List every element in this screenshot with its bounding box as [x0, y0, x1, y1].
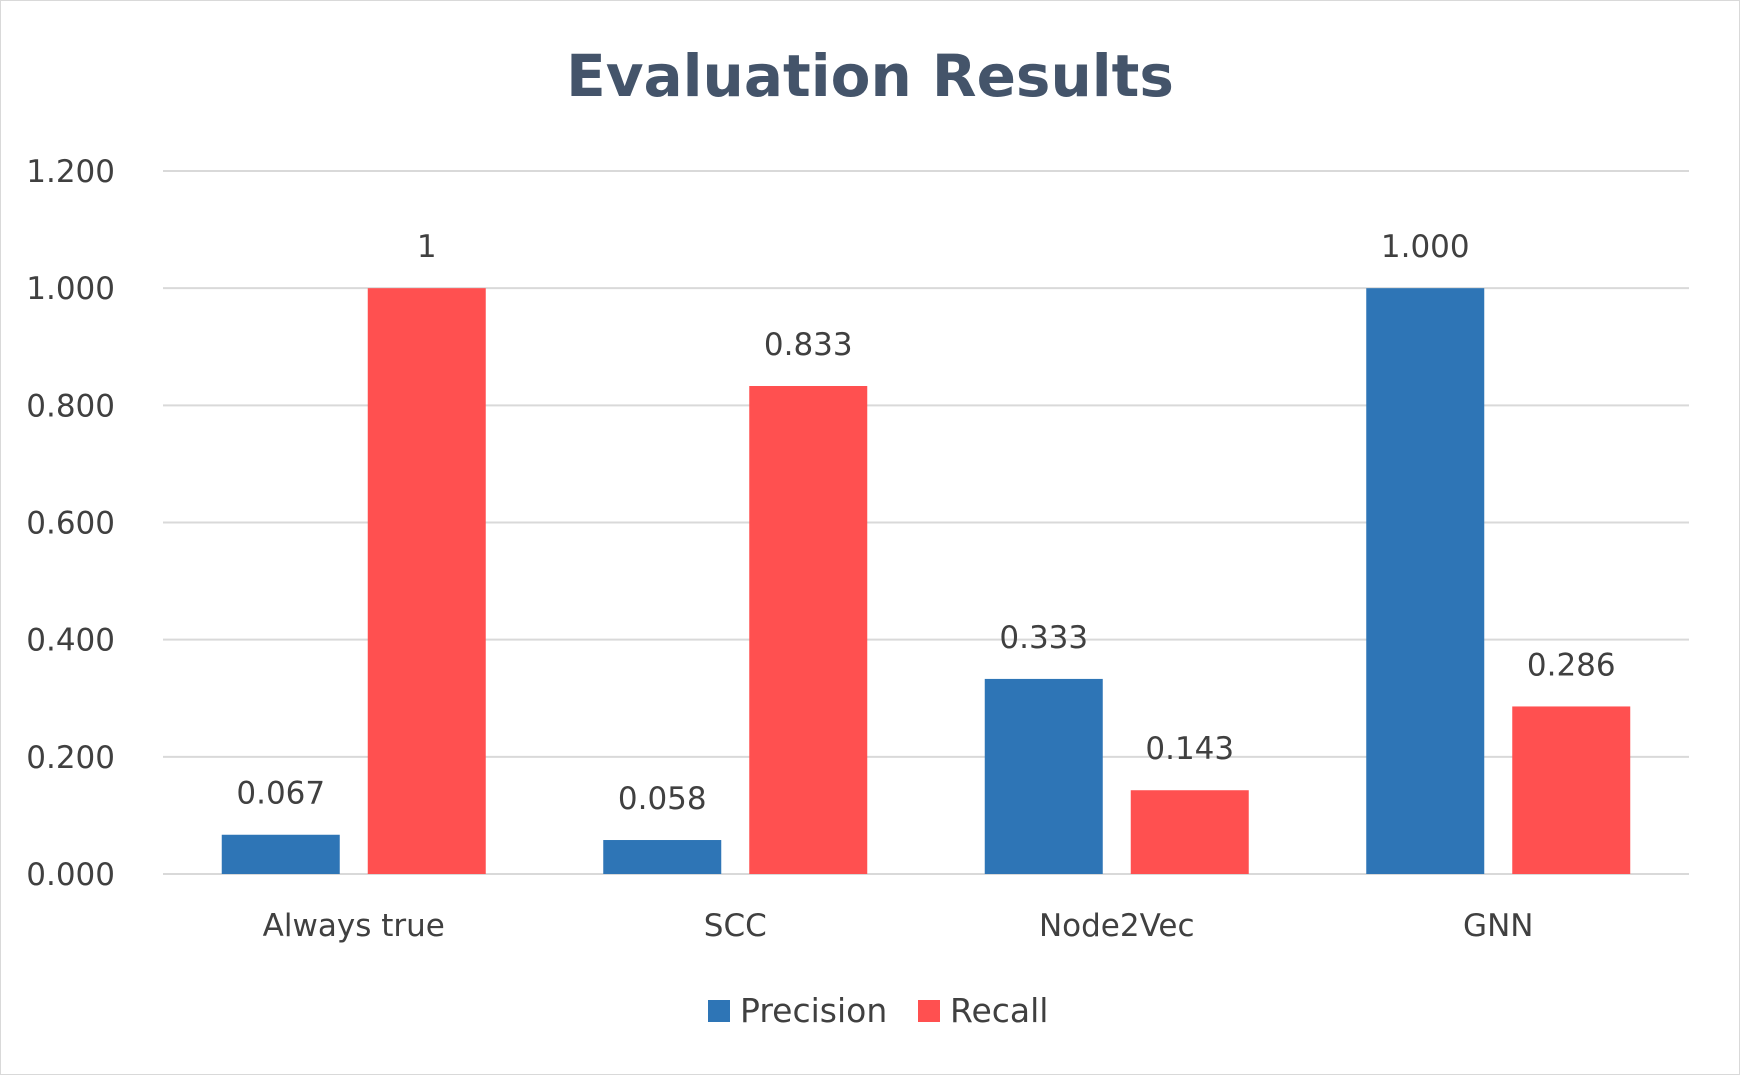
- data-label: 0.143: [1145, 731, 1234, 767]
- x-axis-categories: Always true SCC Node2Vec GNN: [263, 908, 1534, 944]
- y-tick-label: 0.800: [26, 388, 115, 424]
- data-label: 0.286: [1527, 647, 1616, 683]
- y-tick-label: 0.000: [26, 857, 115, 893]
- bar-precision[interactable]: [221, 834, 340, 874]
- y-tick-label: 1.000: [26, 271, 115, 307]
- data-label: 1.000: [1381, 229, 1470, 265]
- legend-swatch-recall: [918, 1000, 940, 1022]
- data-label: 0.833: [764, 327, 853, 363]
- y-tick-label: 0.600: [26, 506, 115, 542]
- bar-precision[interactable]: [603, 840, 722, 874]
- y-tick-label: 0.200: [26, 740, 115, 776]
- bar-recall[interactable]: [749, 386, 868, 874]
- y-axis-ticks: 0.000 0.200 0.400 0.600 0.800 1.000 1.200: [26, 154, 115, 893]
- chart-title: Evaluation Results: [566, 42, 1174, 110]
- legend-swatch-precision: [708, 1000, 730, 1022]
- data-labels: 0.067 1 0.058 0.833 0.333 0.143 1.000 0.286: [236, 229, 1615, 817]
- bar-recall[interactable]: [1512, 706, 1631, 874]
- y-tick-label: 0.400: [26, 623, 115, 659]
- x-category-label: SCC: [704, 908, 767, 944]
- legend[interactable]: Precision Recall: [708, 991, 1048, 1030]
- bar-precision[interactable]: [1366, 288, 1485, 875]
- x-category-label: GNN: [1463, 908, 1533, 944]
- legend-label-precision: Precision: [740, 991, 887, 1030]
- data-label: 0.333: [999, 620, 1088, 656]
- data-label: 0.058: [618, 781, 707, 817]
- bar-recall[interactable]: [367, 288, 486, 875]
- data-label: 0.067: [236, 776, 325, 812]
- x-category-label: Always true: [263, 908, 445, 944]
- bar-precision[interactable]: [984, 678, 1103, 874]
- bars: [221, 288, 1631, 875]
- x-category-label: Node2Vec: [1039, 908, 1195, 944]
- legend-label-recall: Recall: [950, 991, 1048, 1030]
- data-label: 1: [417, 229, 437, 265]
- bar-recall[interactable]: [1130, 790, 1249, 874]
- y-tick-label: 1.200: [26, 154, 115, 190]
